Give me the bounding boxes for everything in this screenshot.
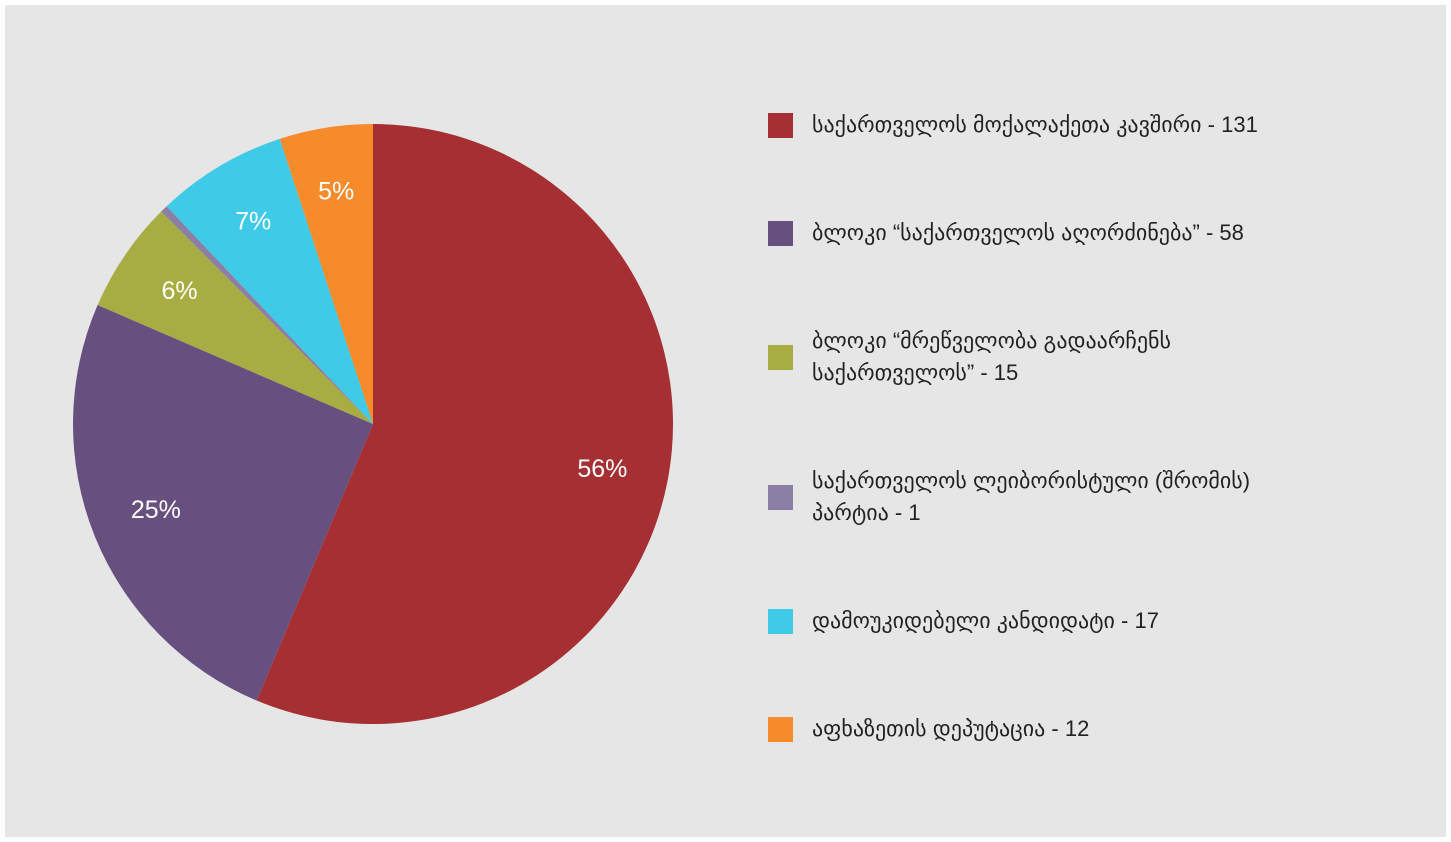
legend-item: დამოუკიდებელი კანდიდატი - 17: [768, 605, 1328, 637]
chart-area: 56% 25% 6% 7% 5% საქართველოს მოქალაქეთა კავშ…: [5, 5, 1446, 837]
slice-label: 25%: [131, 496, 181, 524]
slice-label: 6%: [161, 277, 197, 305]
legend-item: საქართველოს მოქალაქეთა კავშირი - 131: [768, 109, 1328, 141]
legend-label: ბლოკი “საქართველოს აღორძინება” - 58: [812, 220, 1244, 245]
pie-slice: [161, 206, 373, 424]
legend-swatch: [768, 608, 793, 634]
legend-item: ბლოკი “საქართველოს აღორძინება” - 58: [768, 217, 1328, 249]
legend-swatch: [768, 344, 793, 370]
pie-slice: [166, 138, 373, 424]
legend-item: აფხაზეთის დეპუტაცია - 12: [768, 713, 1328, 745]
slice-label: 56%: [577, 455, 627, 483]
legend-label: აფხაზეთის დეპუტაცია - 12: [812, 716, 1090, 741]
slice-label: 7%: [235, 208, 271, 236]
legend-label: ბლოკი “მრეწველობა გადაარჩენს საქართველოს…: [812, 328, 1172, 385]
legend-label: საქართველოს ლეიბორისტული (შრომის) პარტია…: [812, 468, 1251, 525]
legend: საქართველოს მოქალაქეთა კავშირი - 131 ბლოკ…: [768, 109, 1328, 745]
legend-item: საქართველოს ლეიბორისტული (შრომის) პარტია…: [768, 465, 1328, 529]
legend-swatch: [768, 716, 793, 742]
legend-label: საქართველოს მოქალაქეთა კავშირი - 131: [812, 112, 1258, 137]
chart: 56% 25% 6% 7% 5%: [72, 124, 673, 724]
legend-item: ბლოკი “მრეწველობა გადაარჩენს საქართველოს…: [768, 325, 1328, 389]
pie-slice: [97, 211, 374, 424]
legend-swatch: [768, 220, 793, 246]
pie-slice: [279, 124, 373, 424]
slice-label: 5%: [318, 178, 354, 206]
pie-slice: [256, 124, 673, 724]
legend-swatch: [768, 112, 793, 138]
pie-slice: [72, 305, 373, 701]
legend-swatch: [768, 484, 793, 510]
legend-label: დამოუკიდებელი კანდიდატი - 17: [812, 608, 1159, 633]
